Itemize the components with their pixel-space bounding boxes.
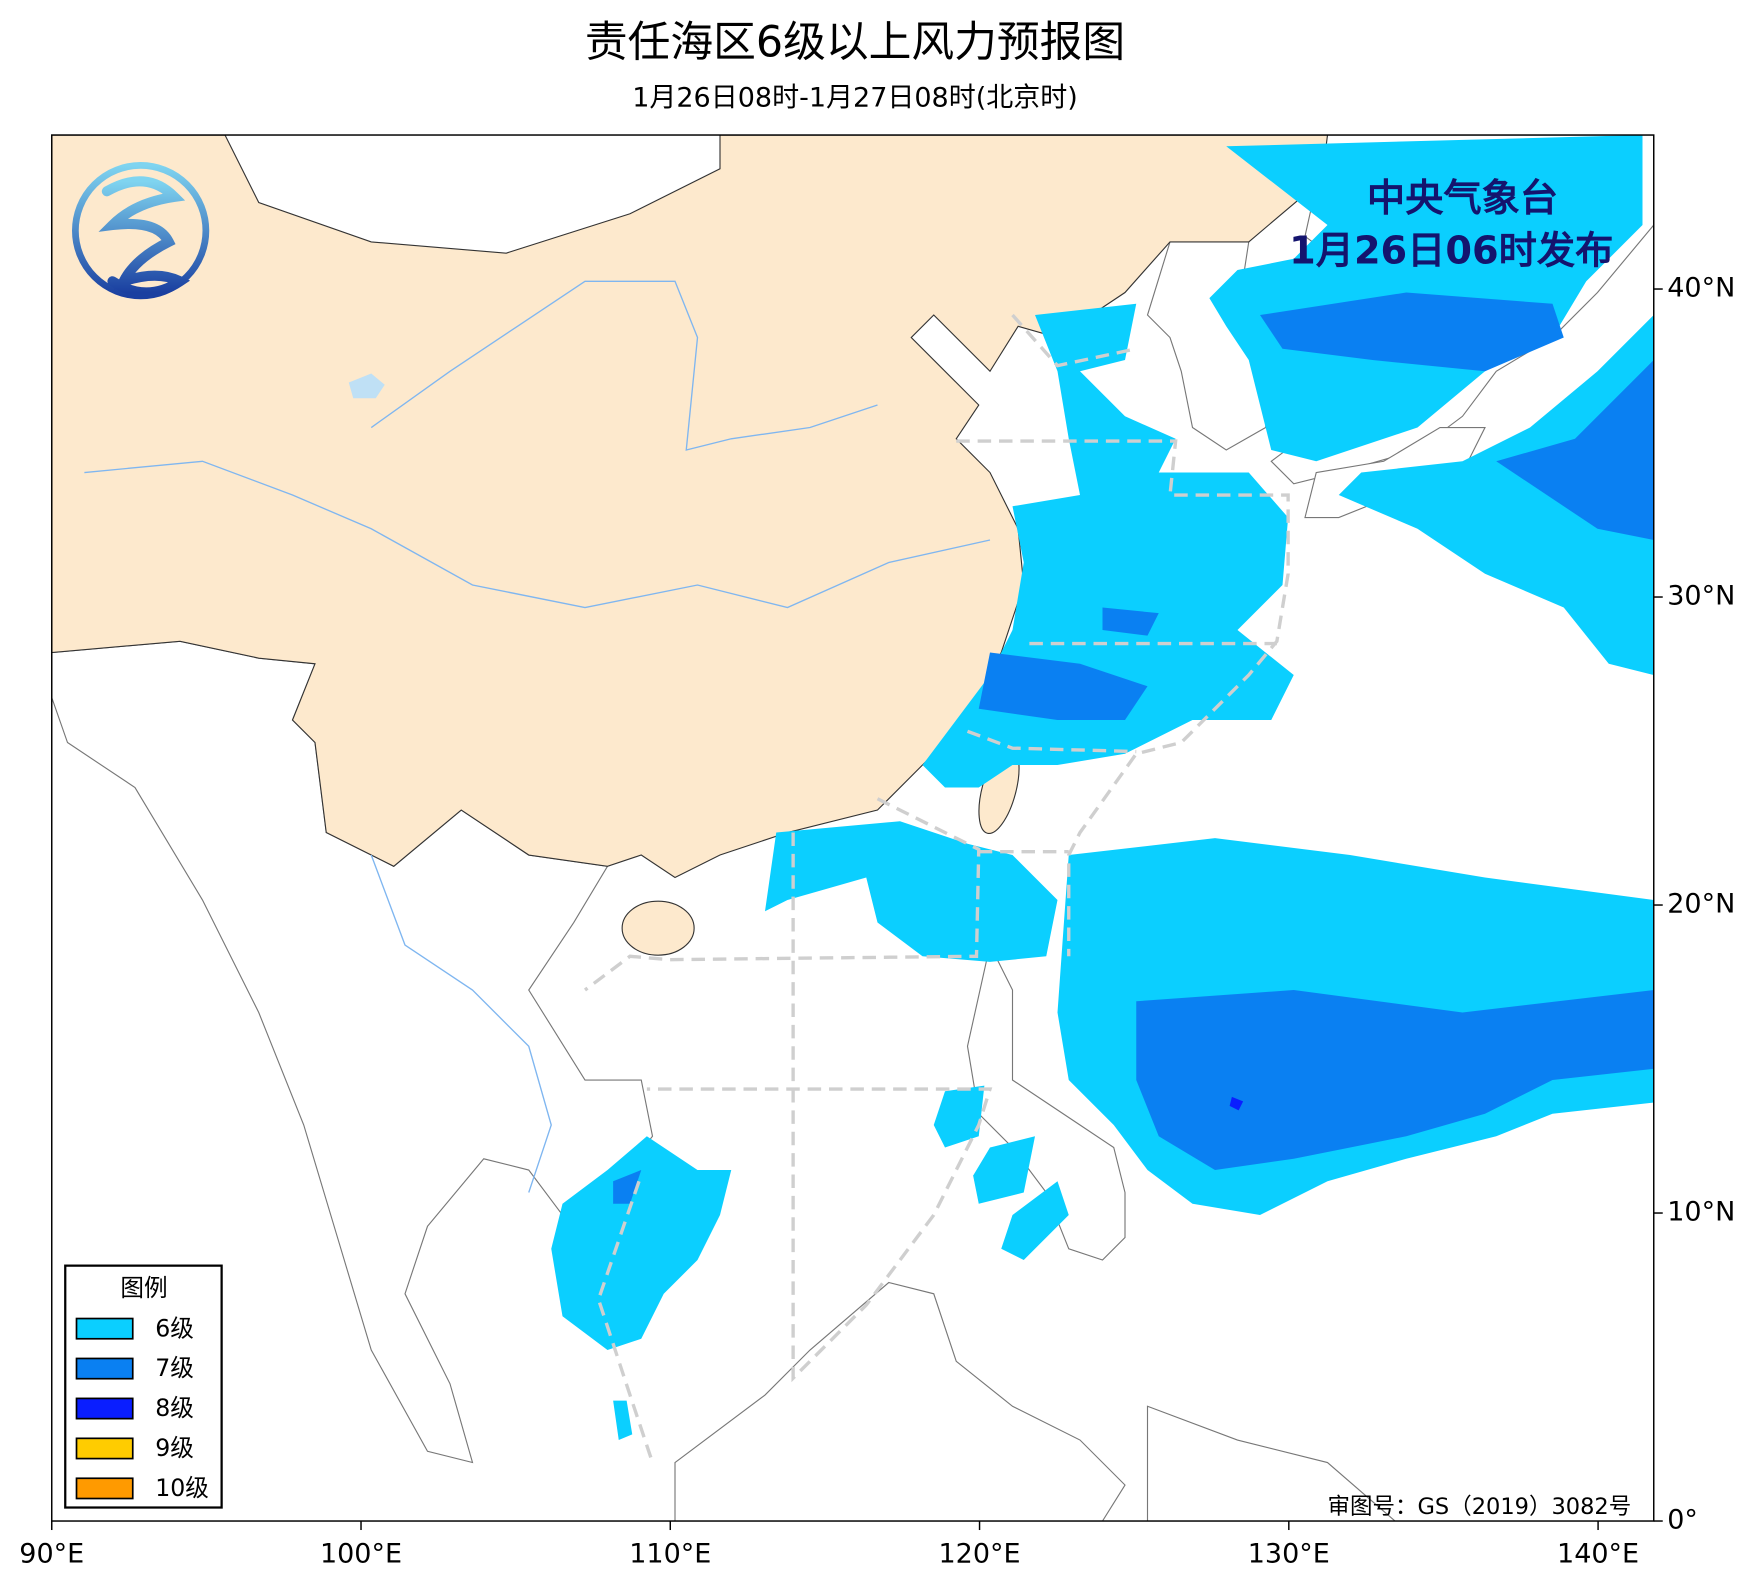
boundary [966, 729, 1137, 754]
legend-swatch [75, 1437, 134, 1460]
y-tick-label: 40°N [1667, 273, 1735, 304]
y-tick-label: 20°N [1667, 889, 1735, 920]
y-tick-label: 10°N [1667, 1197, 1735, 1228]
map-frame [51, 134, 1655, 1522]
china-land [51, 135, 1329, 879]
wind-area [978, 652, 1148, 721]
subtitle: 1月26日08时-1月27日08时(北京时) [632, 83, 1078, 114]
legend-title: 图例 [120, 1274, 167, 1302]
land-outline [1146, 1405, 1396, 1522]
wind-area [613, 1400, 633, 1441]
legend-swatch [75, 1477, 134, 1500]
land-outline [674, 1281, 1126, 1522]
wind-area [765, 821, 1058, 962]
publisher-name: 中央气象台 [1367, 176, 1558, 221]
wind-area [1229, 1096, 1244, 1111]
river [370, 280, 878, 451]
x-tick-label: 130°E [1248, 1538, 1330, 1569]
wind-areas [551, 135, 1654, 1441]
legend-swatch [75, 1317, 134, 1340]
wind-area [933, 1085, 985, 1148]
wind-area [973, 1136, 1035, 1204]
boundary [646, 832, 993, 1383]
approval-number: 审图号：GS（2019）3082号 [1328, 1494, 1632, 1520]
x-tick-label: 100°E [320, 1538, 402, 1569]
x-tick-label: 110°E [629, 1538, 711, 1569]
lake [348, 373, 385, 399]
legend-swatch [75, 1357, 134, 1380]
x-tick-label: 120°E [938, 1538, 1020, 1569]
river [370, 854, 552, 1193]
map-area [51, 135, 1654, 1522]
wind-area [613, 1170, 642, 1204]
x-tick-label: 140°E [1557, 1538, 1639, 1569]
boundary [1011, 313, 1137, 368]
land-outline [966, 943, 1126, 1261]
y-tick-label: 0° [1667, 1505, 1698, 1536]
hainan [621, 900, 695, 956]
legend: 图例 6级 7级 8级 9级 10级 [64, 1264, 223, 1509]
publisher-time: 1月26日06时发布 [1289, 229, 1613, 274]
legend-label: 7级 [155, 1354, 194, 1382]
wind-area [1496, 360, 1654, 541]
wind-area [1001, 1181, 1069, 1261]
sea-boundaries [583, 313, 1290, 1464]
x-tick-label: 90°E [19, 1538, 84, 1569]
boundary [596, 1180, 655, 1464]
legend-label: 10级 [155, 1474, 209, 1502]
y-tick-label: 30°N [1667, 581, 1735, 612]
legend-label: 9级 [155, 1434, 194, 1462]
logo [72, 162, 210, 300]
legend-swatch [75, 1397, 134, 1420]
wind-area [1136, 990, 1654, 1171]
wind-area [1102, 607, 1159, 636]
wind-area [1260, 292, 1564, 372]
boundary [956, 439, 1290, 957]
boundary [583, 797, 981, 992]
legend-label: 6级 [155, 1314, 194, 1342]
legend-label: 8级 [155, 1394, 194, 1422]
river [84, 460, 991, 609]
wind-area [551, 1136, 732, 1351]
wind-area [1338, 315, 1654, 676]
legend-box [64, 1264, 223, 1509]
axes: 90°E 100°E 110°E 120°E 130°E 140°E 0° 10°N 20°N 3… [19, 273, 1735, 1570]
title: 责任海区6级以上风力预报图 [585, 18, 1125, 68]
